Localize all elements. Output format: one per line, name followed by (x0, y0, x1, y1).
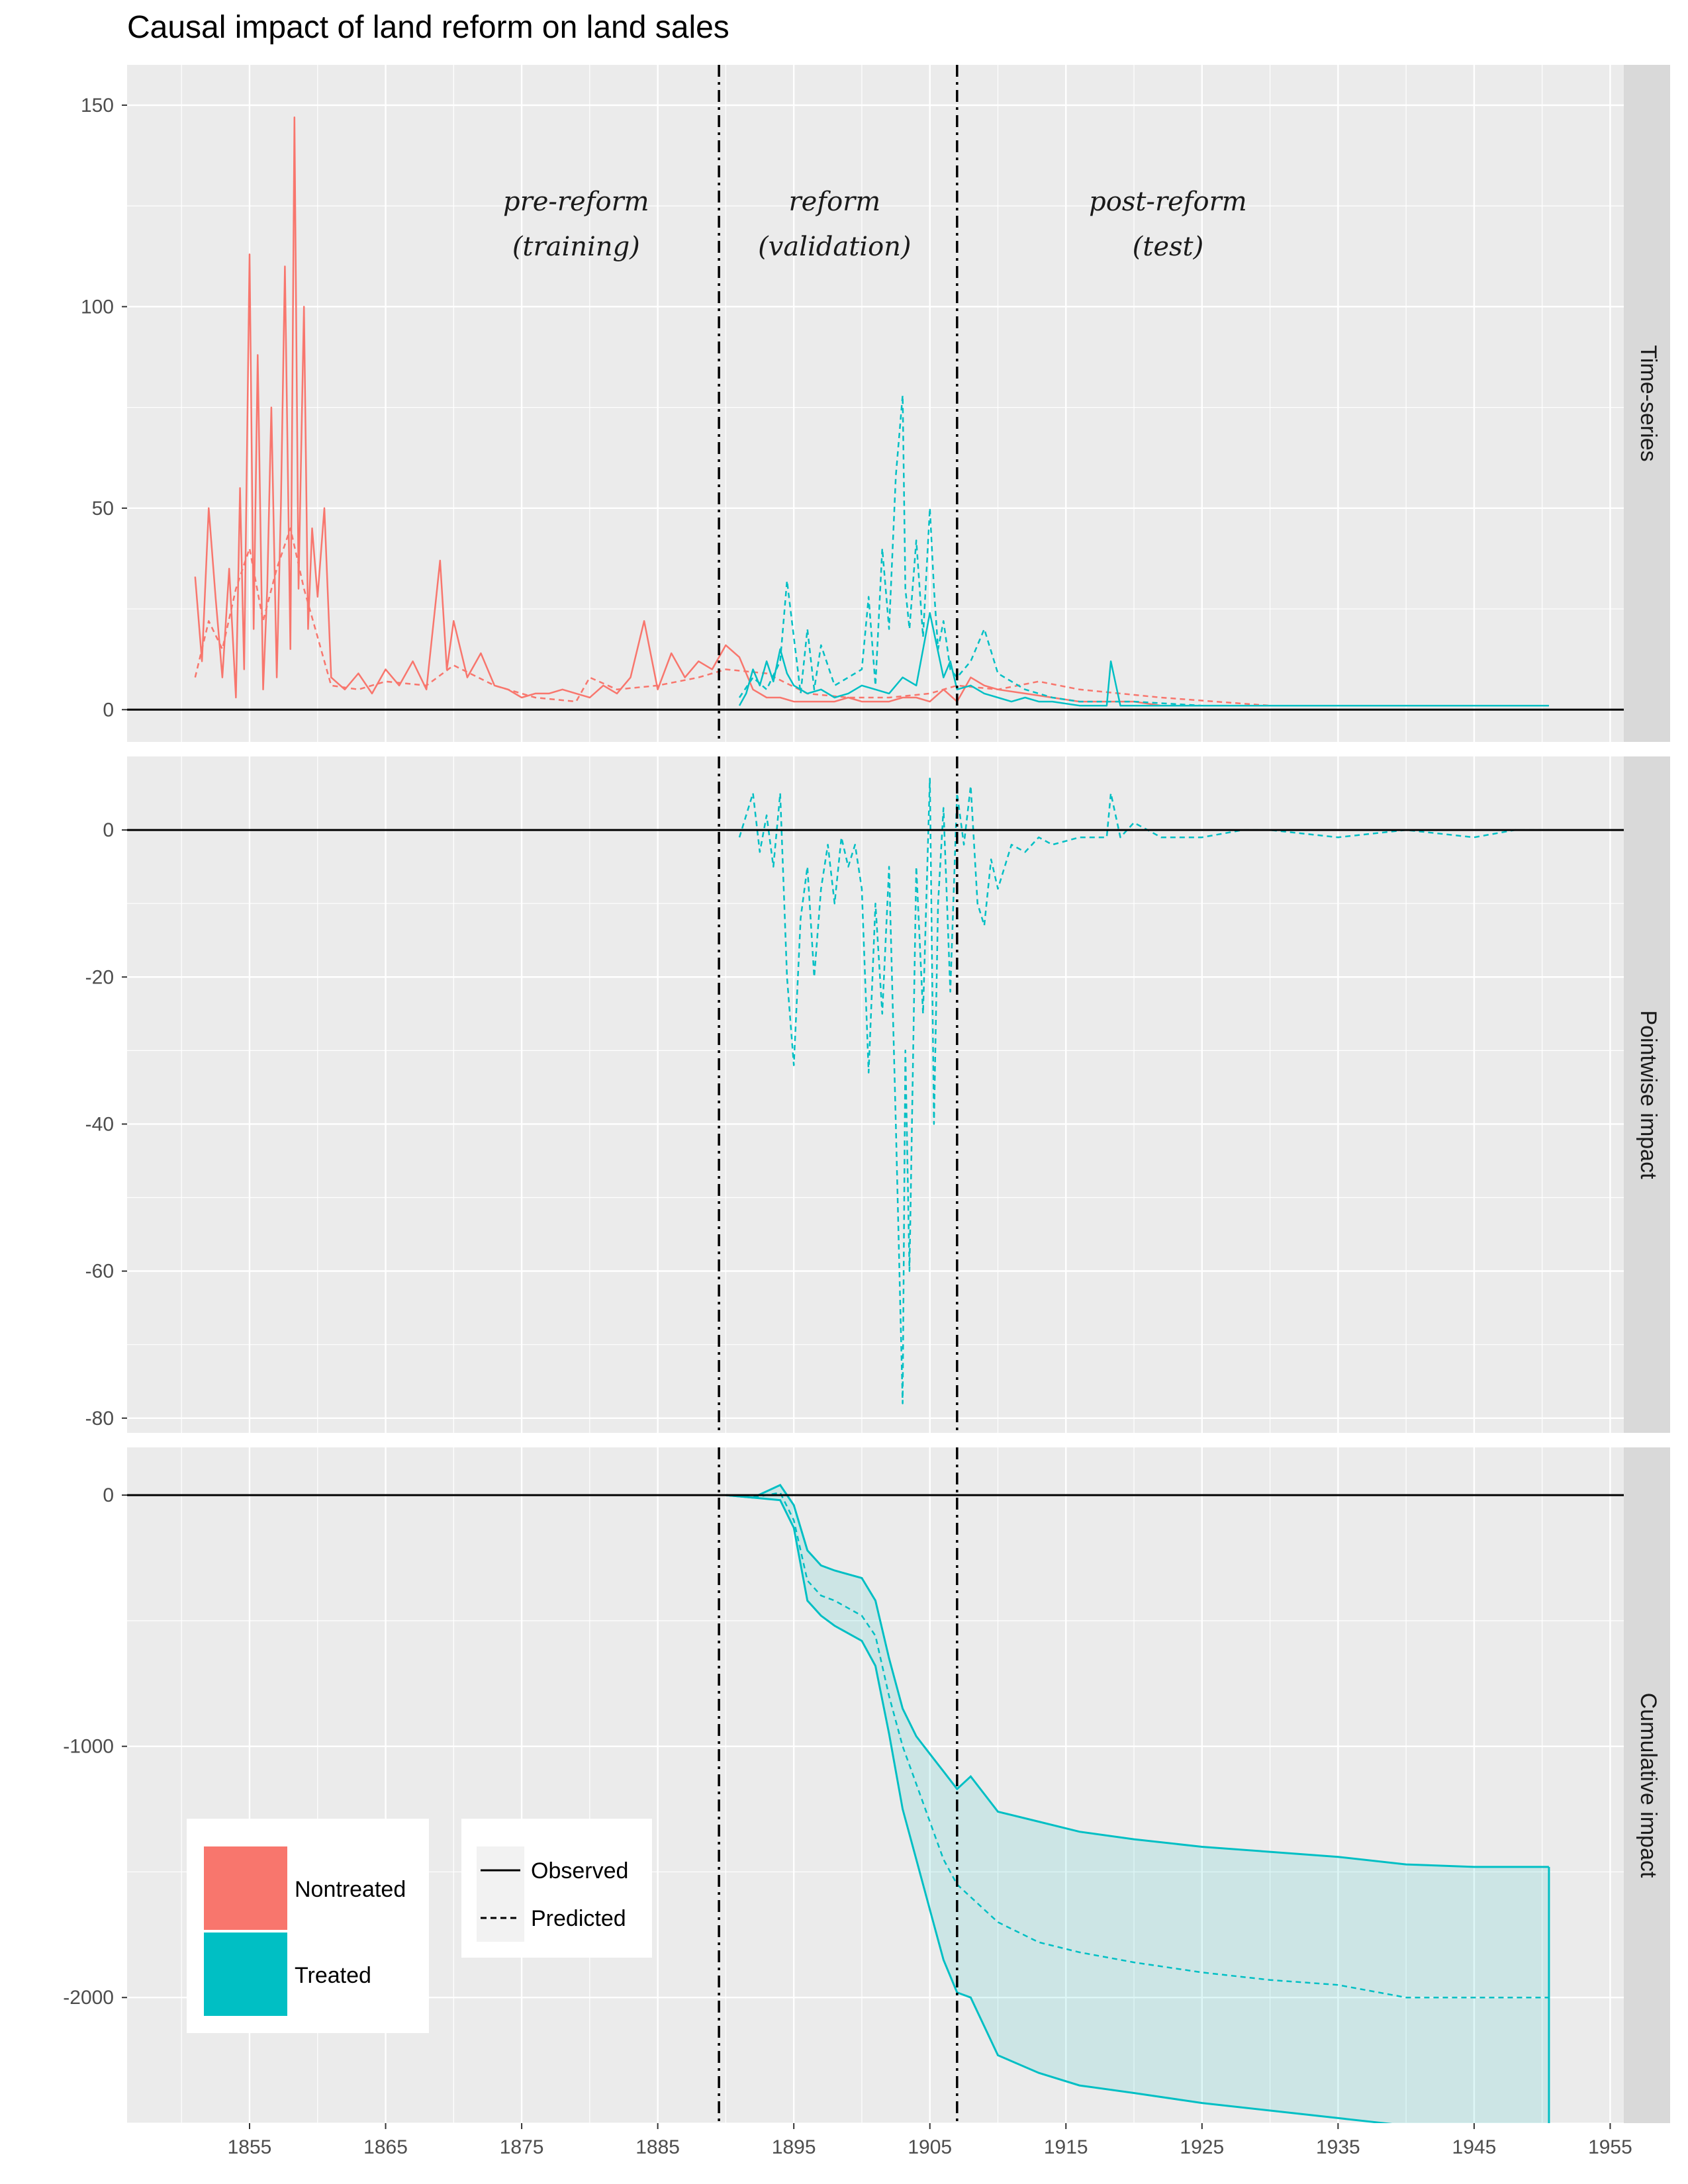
interval-band (726, 1484, 1549, 2123)
y-tick-label: 150 (81, 95, 114, 116)
legend-swatch-treated (204, 1933, 287, 2016)
legend-swatch-nontreated (204, 1846, 287, 1930)
x-tick-label: 1865 (363, 2136, 408, 2158)
series-line-nontreated-predicted (194, 527, 1549, 707)
y-tick-label: -2000 (63, 1987, 114, 2009)
x-tick-label: 1935 (1316, 2136, 1360, 2158)
y-tick-label: -20 (85, 966, 114, 988)
x-tick-label: 1905 (908, 2136, 952, 2158)
panel-background (127, 756, 1624, 1433)
y-tick-label: -80 (85, 1408, 114, 1430)
legend-linetype: Observed Predicted (461, 1819, 652, 1958)
facet-strip (1624, 756, 1670, 1433)
series-line-nontreated-observed (194, 116, 1549, 707)
x-tick-label: 1925 (1180, 2136, 1224, 2158)
legend-label-predicted: Predicted (531, 1906, 626, 1931)
period-label-line1: post-reform (1089, 187, 1247, 217)
legend-label-nontreated: Nontreated (295, 1877, 406, 1902)
y-tick-label: -40 (85, 1113, 114, 1135)
legend-label-treated: Treated (295, 1963, 371, 1988)
cumulative-mean-line (726, 1491, 1549, 1999)
y-tick-label: -1000 (63, 1736, 114, 1758)
facet-strip (1624, 65, 1670, 742)
series-line-treated-predicted (738, 394, 1549, 707)
period-label-line2: (test) (1133, 232, 1204, 262)
band-lower-line (726, 1494, 1393, 2123)
y-tick-label: 0 (103, 819, 114, 841)
period-label-line2: (validation) (758, 232, 911, 262)
series-line-treated-observed (738, 612, 1549, 707)
y-tick-label: 100 (81, 296, 114, 318)
data-layer (726, 1484, 1550, 2123)
band-upper-line (726, 1484, 1549, 1868)
y-tick-label: 0 (103, 1484, 114, 1506)
facet-strip (1624, 1447, 1670, 2123)
x-tick-label: 1885 (635, 2136, 680, 2158)
facet-strip-label: Pointwise impact (1636, 1010, 1661, 1179)
period-label-line2: (training) (512, 232, 640, 262)
legend-label-observed: Observed (531, 1858, 628, 1884)
facet-time-series: 0 50 100 150 Time-series (81, 4, 1670, 742)
x-tick-label: 1875 (500, 2136, 544, 2158)
panel-background (127, 65, 1624, 742)
x-tick-label: 1955 (1588, 2136, 1632, 2158)
y-tick-label: 0 (103, 699, 114, 721)
period-label-line1: pre-reform (503, 187, 649, 217)
data-layer (194, 116, 1549, 707)
legend-group: Nontreated Treated (187, 1819, 429, 2033)
facet-strip-label: Time-series (1636, 345, 1661, 461)
chart-title: Causal impact of land reform on land sal… (127, 10, 729, 45)
x-tick-label: 1895 (772, 2136, 816, 2158)
x-tick-label: 1915 (1044, 2136, 1088, 2158)
facet-pointwise-impact: 0 -20 -40 -60 -80 Pointwise impact (85, 756, 1670, 1433)
period-label-line1: reform (788, 187, 880, 217)
y-tick-label: 50 (92, 498, 114, 520)
x-tick-label: 1855 (228, 2136, 272, 2158)
x-tick-label: 1945 (1452, 2136, 1497, 2158)
facet-strip-label: Cumulative impact (1636, 1693, 1661, 1878)
y-tick-label: -60 (85, 1261, 114, 1283)
